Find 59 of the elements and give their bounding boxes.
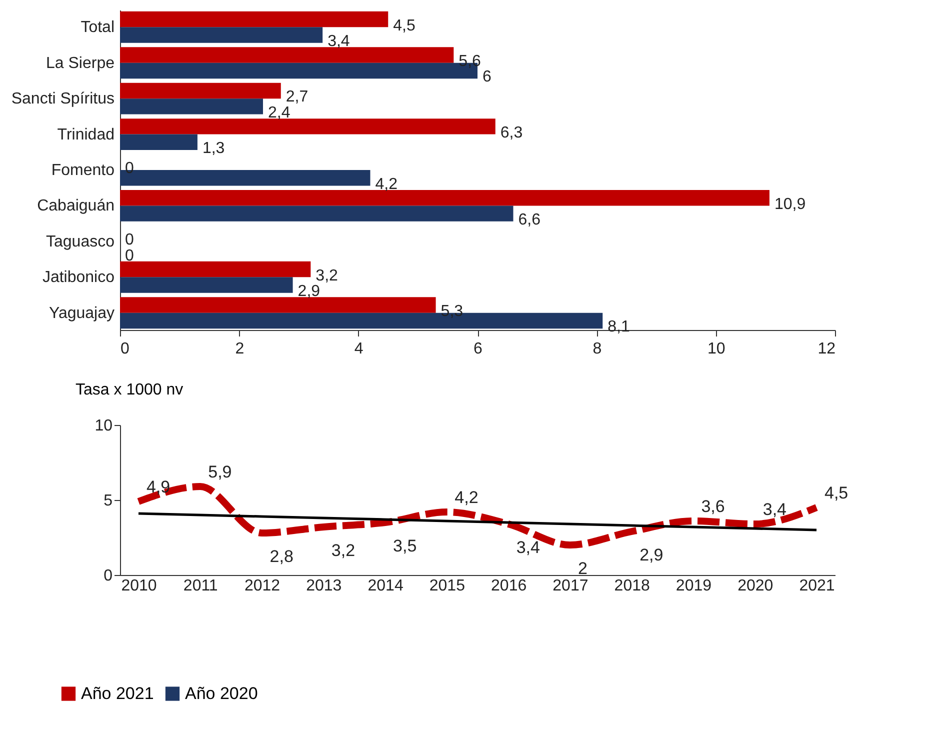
x-tick-label: 2013	[306, 578, 342, 594]
x-tick-label: 8	[592, 340, 602, 358]
data-label: 0	[125, 232, 134, 249]
y-tick-label: Jatibonico	[42, 269, 115, 286]
y-tick-label: Trinidad	[57, 126, 114, 144]
data-label: 6,3	[500, 124, 523, 142]
x-tick-label: 2017	[552, 578, 588, 594]
data-label: 10,9	[774, 196, 806, 213]
data-label: 2,8	[270, 547, 294, 566]
data-label: 6	[482, 68, 492, 86]
legend-label: Año 2020	[185, 684, 258, 703]
x-tick-label: 2012	[244, 578, 280, 594]
data-label: 3,2	[331, 541, 356, 560]
y-tick-label: Yaguajay	[48, 304, 114, 322]
x-tick-label: 2010	[121, 578, 157, 594]
data-label: 5,9	[208, 462, 232, 482]
y-tick-label: 5	[104, 492, 113, 510]
x-tick-label: 2020	[738, 578, 774, 594]
legend-label: Año 2021	[81, 684, 154, 703]
y-tick-label: 10	[94, 418, 113, 434]
data-label: 4,9	[146, 478, 170, 496]
x-tick-label: 2	[235, 340, 244, 358]
data-label: 2,4	[268, 104, 290, 122]
data-label: 2,9	[640, 546, 664, 564]
data-label: 0	[125, 247, 134, 264]
x-tick-label: 2018	[614, 578, 650, 594]
data-label: 2,7	[286, 88, 308, 106]
y-tick-label: La Sierpe	[46, 54, 115, 72]
data-label: 3,4	[762, 500, 787, 519]
y-axis-title: Tasa x 1000 nv	[76, 382, 184, 398]
data-label: 3,4	[328, 33, 350, 50]
data-label: 6,6	[518, 212, 541, 229]
data-label: 4,5	[824, 484, 848, 502]
y-tick-label: Sancti Spíritus	[11, 90, 114, 108]
x-tick-label: 2019	[676, 578, 712, 594]
data-label: 4,5	[393, 17, 416, 34]
x-tick-label: 2011	[183, 578, 218, 594]
data-label: 4,2	[375, 176, 398, 193]
x-tick-label: 10	[707, 340, 726, 358]
x-tick-label: 12	[818, 340, 836, 358]
y-tick-label: Total	[80, 19, 114, 36]
data-label: 4,2	[454, 488, 478, 507]
x-tick-label: 4	[354, 340, 364, 358]
data-label: 3,5	[393, 536, 417, 556]
data-label: 1,3	[202, 140, 225, 158]
y-tick-label: Cabaiguán	[37, 198, 114, 215]
data-label: 3,6	[701, 497, 725, 516]
data-label: 3,2	[316, 267, 338, 284]
data-label: 3,4	[516, 538, 540, 557]
x-tick-label: 0	[120, 340, 130, 358]
y-tick-label: Taguasco	[46, 233, 115, 250]
x-tick-label: 2021	[799, 578, 835, 594]
data-label: 2	[578, 559, 588, 578]
data-label: 2,9	[298, 283, 320, 300]
x-tick-label: 6	[474, 340, 483, 358]
x-tick-label: 2015	[429, 578, 466, 594]
x-tick-label: 2014	[368, 578, 404, 594]
x-tick-label: 2016	[491, 578, 527, 594]
y-tick-label: Fomento	[51, 162, 115, 179]
